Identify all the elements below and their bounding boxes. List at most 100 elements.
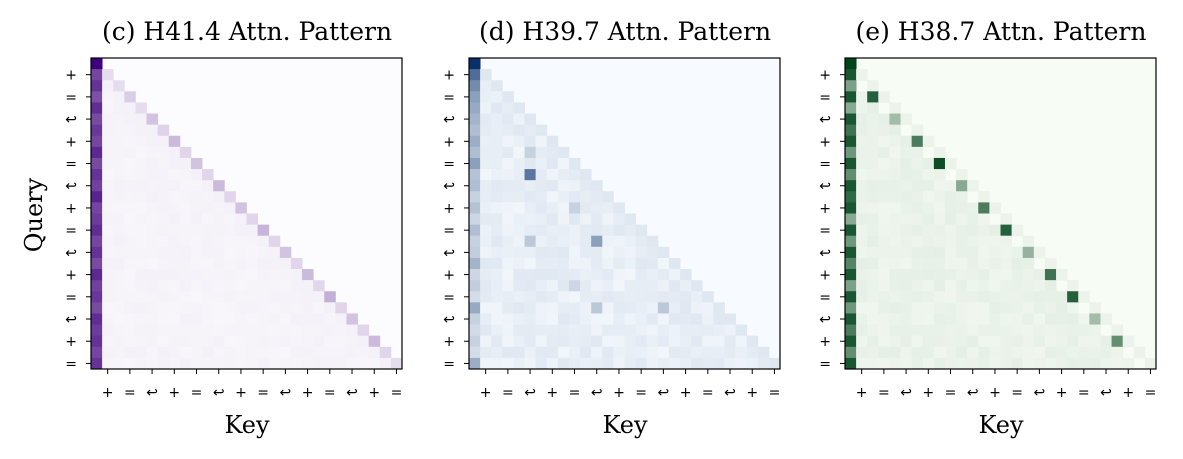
x-tick-label: + [680,385,692,401]
heatmap-cell [179,224,192,237]
heatmap-cell [246,269,259,281]
panel-d-y-ticks: + = ↩ + = ↩ + = ↩ + = ↩ + = [443,68,469,372]
heatmap-cell [546,324,559,337]
heatmap-cell [1011,302,1024,314]
heatmap-cell [524,202,537,214]
heatmap-cell [856,202,868,214]
heatmap-cell [602,357,614,370]
heatmap-cell [535,169,548,181]
heatmap-cell [113,313,125,325]
x-tick-label: + [613,385,625,401]
heatmap-cell [602,346,614,359]
y-tick-label: + [443,268,455,284]
heatmap-cell [900,269,913,281]
heatmap-cell [867,357,879,370]
heatmap-cell [856,191,868,203]
heatmap-cell [469,69,481,81]
heatmap-cell [1100,357,1112,370]
heatmap-cell [168,335,181,348]
heatmap-cell [1011,269,1024,281]
heatmap-cell [302,291,314,303]
heatmap-cell [602,324,614,337]
heatmap-cell [480,80,492,92]
heatmap-cell [513,291,525,303]
x-tick-label: ↩ [967,385,979,401]
heatmap-cell [124,135,136,148]
heatmap-cell [978,257,990,270]
heatmap-cell [668,291,681,303]
heatmap-cell [702,313,714,325]
heatmap-cell [557,235,570,248]
heatmap-cell [557,191,570,203]
heatmap-cell [502,202,514,214]
heatmap-cell [1089,324,1101,337]
heatmap-cell [1033,313,1046,325]
heatmap-cell [867,313,879,325]
heatmap-cell [1056,335,1068,348]
heatmap-cell [568,180,581,192]
heatmap-cell [157,191,170,203]
heatmap-cell [124,302,136,314]
heatmap-cell [635,280,648,292]
heatmap-cell [757,357,770,370]
heatmap-cell [146,246,159,259]
heatmap-cell [513,346,525,359]
heatmap-cell [680,346,692,359]
heatmap-cell [469,91,481,103]
heatmap-cell [91,280,103,292]
heatmap-cell [480,246,492,259]
heatmap-cell [889,357,901,370]
heatmap-cell [680,269,692,281]
heatmap-cell [524,302,537,314]
heatmap-cell [657,269,670,281]
y-tick-label: ↩ [443,245,455,261]
heatmap-cell [179,324,192,337]
heatmap-cell [113,246,125,259]
heatmap-cell [324,357,336,370]
heatmap-cell [989,313,1001,325]
heatmap-cell [502,291,514,303]
heatmap-cell [889,180,901,192]
heatmap-cell [657,357,670,370]
heatmap-cell [580,224,592,237]
heatmap-cell [313,357,325,370]
heatmap-cell [624,257,637,270]
heatmap-cell [279,269,292,281]
heatmap-cell [179,146,192,159]
y-tick-label: = [65,290,77,306]
heatmap-cell [956,357,968,370]
heatmap-cell [568,257,581,270]
heatmap-cell [580,280,592,292]
heatmap-cell [524,324,537,337]
heatmap-cell [190,313,203,325]
heatmap-cell [513,113,525,126]
heatmap-cell [202,269,214,281]
heatmap-cell [944,246,957,259]
heatmap-cell [845,69,857,81]
heatmap-cell [922,357,935,370]
heatmap-cell [546,146,559,159]
heatmap-cell [724,346,736,359]
heatmap-cell [535,157,548,170]
heatmap-cell [944,302,957,314]
heatmap-cell [1111,357,1124,370]
panel-c-heatmap [91,58,403,370]
heatmap-cell [368,357,381,370]
heatmap-cell [157,324,170,337]
heatmap-cell [889,213,901,226]
heatmap-cell [867,113,879,126]
heatmap-cell [502,324,514,337]
heatmap-cell [102,257,114,270]
heatmap-cell [911,124,924,137]
heatmap-cell [1067,313,1079,325]
heatmap-cell [213,313,225,325]
heatmap-cell [911,169,924,181]
heatmap-cell [268,313,281,325]
heatmap-cell [268,302,281,314]
heatmap-cell [491,357,503,370]
heatmap-cell [157,235,170,248]
heatmap-cell [922,169,935,181]
heatmap-cell [900,202,913,214]
heatmap-cell [480,346,492,359]
heatmap-cell [889,124,901,137]
